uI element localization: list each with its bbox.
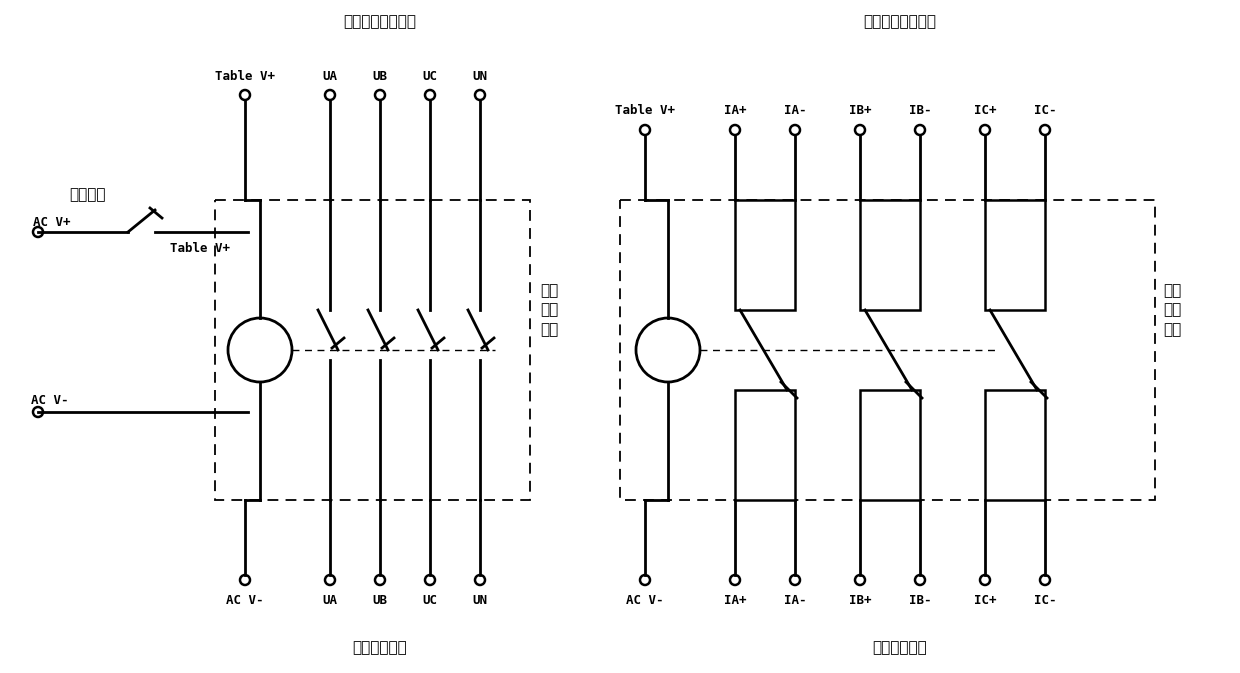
Text: Table V+: Table V+ <box>170 242 229 254</box>
Text: IB+: IB+ <box>848 594 872 606</box>
Text: AC V-: AC V- <box>226 594 264 606</box>
Text: UB: UB <box>372 594 387 606</box>
Bar <box>735 390 795 500</box>
Text: 常开
型接
触器: 常开 型接 触器 <box>539 283 558 337</box>
Text: UA: UA <box>322 594 337 606</box>
Text: Table V+: Table V+ <box>615 104 675 116</box>
Bar <box>620 200 1154 500</box>
Bar <box>215 200 529 500</box>
Text: IB+: IB+ <box>848 104 872 116</box>
Text: UN: UN <box>472 69 487 83</box>
Text: IA-: IA- <box>784 594 806 606</box>
Bar <box>861 200 920 310</box>
Text: 常闭
型接
触器: 常闭 型接 触器 <box>1163 283 1182 337</box>
Text: Table V+: Table V+ <box>215 69 275 83</box>
Bar <box>861 390 920 500</box>
Text: UA: UA <box>322 69 337 83</box>
Text: IB-: IB- <box>909 104 931 116</box>
Bar <box>985 390 1045 500</box>
Text: UB: UB <box>372 69 387 83</box>
Bar <box>735 200 795 310</box>
Text: IA+: IA+ <box>724 104 746 116</box>
Text: 功率源接线侧: 功率源接线侧 <box>352 641 408 656</box>
Text: UC: UC <box>423 594 438 606</box>
Text: IA+: IA+ <box>724 594 746 606</box>
Text: 电力监控仪接线侧: 电力监控仪接线侧 <box>343 15 417 30</box>
Text: AC V-: AC V- <box>31 394 68 406</box>
Text: AC V-: AC V- <box>626 594 663 606</box>
Text: 功率源接线侧: 功率源接线侧 <box>873 641 928 656</box>
Text: IC+: IC+ <box>973 104 996 116</box>
Text: IC-: IC- <box>1034 594 1056 606</box>
Text: IC-: IC- <box>1034 104 1056 116</box>
Text: AC V+: AC V+ <box>33 215 71 229</box>
Text: UC: UC <box>423 69 438 83</box>
Text: 电力监控仪接线侧: 电力监控仪接线侧 <box>863 15 936 30</box>
Text: 光电开关: 光电开关 <box>69 188 107 203</box>
Text: IB-: IB- <box>909 594 931 606</box>
Text: IC+: IC+ <box>973 594 996 606</box>
Text: UN: UN <box>472 594 487 606</box>
Text: IA-: IA- <box>784 104 806 116</box>
Bar <box>985 200 1045 310</box>
